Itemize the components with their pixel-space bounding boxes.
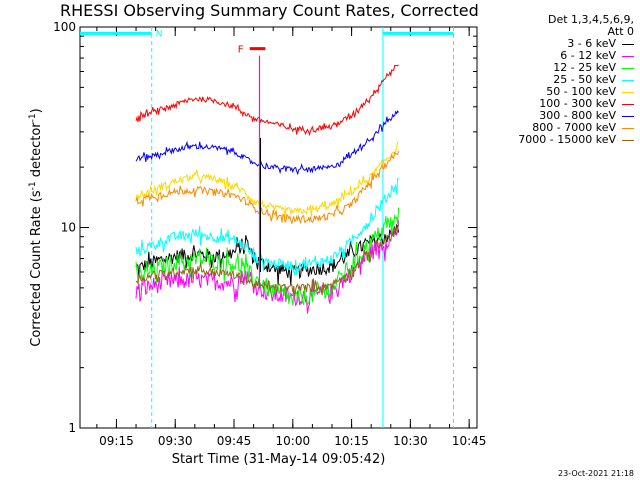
y-tick-label: 10 bbox=[61, 221, 76, 235]
legend-item: 25 - 50 keV bbox=[478, 74, 634, 86]
night-label: N bbox=[156, 29, 163, 39]
legend-swatch bbox=[622, 79, 634, 81]
legend-item-label: 6 - 12 keV bbox=[560, 49, 616, 62]
legend-item-label: 800 - 7000 keV bbox=[532, 121, 616, 134]
chart-title: RHESSI Observing Summary Count Rates, Co… bbox=[60, 1, 479, 20]
y-tick-label: 1 bbox=[68, 421, 76, 435]
legend-header-line2: Att 0 bbox=[607, 25, 634, 38]
x-tick-label: 10:30 bbox=[393, 434, 428, 448]
legend-swatch bbox=[622, 67, 634, 69]
generation-date: 23-Oct-2021 21:18 bbox=[558, 469, 634, 478]
x-axis-label: Start Time (31-May-14 09:05:42) bbox=[172, 452, 386, 467]
legend-header-line1: Det 1,3,4,5,6,9, bbox=[547, 13, 634, 26]
x-tick-label: 09:15 bbox=[99, 434, 134, 448]
series-line bbox=[135, 150, 400, 225]
legend: Det 1,3,4,5,6,9, Att 0 3 - 6 keV 6 - 12 k… bbox=[478, 14, 634, 146]
legend-swatch bbox=[622, 43, 634, 45]
plot-frame bbox=[79, 26, 478, 429]
x-tick-label: 09:45 bbox=[217, 434, 252, 448]
series-line bbox=[135, 223, 400, 286]
legend-item: 7000 - 15000 keV bbox=[478, 134, 634, 146]
series-line bbox=[135, 141, 399, 218]
legend-item-label: 12 - 25 keV bbox=[553, 61, 616, 74]
legend-swatch bbox=[622, 91, 634, 93]
legend-swatch bbox=[622, 139, 634, 141]
legend-swatch bbox=[622, 103, 634, 105]
legend-item: 12 - 25 keV bbox=[478, 62, 634, 74]
y-axis-label: Corrected Count Rate (s-1 detector-1) bbox=[28, 108, 44, 346]
y-tick-label: 100 bbox=[53, 20, 76, 34]
series-line bbox=[135, 177, 399, 276]
x-tick-label: 10:45 bbox=[452, 434, 487, 448]
x-tick-label: 10:15 bbox=[334, 434, 369, 448]
legend-item: 800 - 7000 keV bbox=[478, 122, 634, 134]
series-line bbox=[135, 207, 400, 307]
legend-item-label: 3 - 6 keV bbox=[567, 37, 616, 50]
legend-item: 3 - 6 keV bbox=[478, 38, 634, 50]
legend-swatch bbox=[622, 55, 634, 57]
flare-label: F bbox=[238, 45, 244, 56]
legend-item: 300 - 800 keV bbox=[478, 110, 634, 122]
legend-item-label: 25 - 50 keV bbox=[553, 73, 616, 86]
legend-item: 100 - 300 keV bbox=[478, 98, 634, 110]
legend-item-label: 300 - 800 keV bbox=[539, 109, 616, 122]
legend-item-label: 7000 - 15000 keV bbox=[518, 133, 616, 146]
series-line bbox=[135, 224, 400, 297]
x-tick-label: 10:00 bbox=[276, 434, 311, 448]
legend-item-label: 100 - 300 keV bbox=[539, 97, 616, 110]
legend-swatch bbox=[622, 115, 634, 117]
legend-item-label: 50 - 100 keV bbox=[546, 85, 616, 98]
legend-swatch bbox=[622, 127, 634, 129]
x-tick-label: 09:30 bbox=[158, 434, 193, 448]
series-line bbox=[135, 110, 399, 176]
legend-item: 50 - 100 keV bbox=[478, 86, 634, 98]
series-line bbox=[135, 64, 399, 137]
legend-item: 6 - 12 keV bbox=[478, 50, 634, 62]
